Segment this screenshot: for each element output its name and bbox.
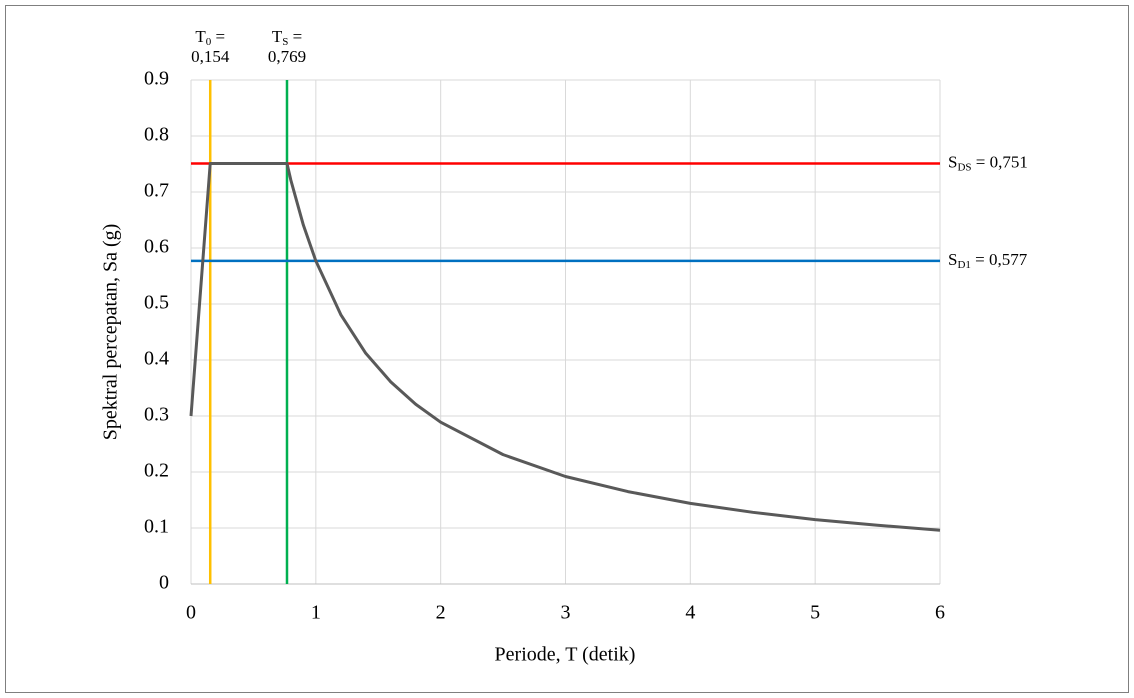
x-tick-label: 5 [810,602,820,624]
reference-label: SD1 = 0,577 [948,250,1028,271]
subscript: 0 [206,36,212,48]
y-tick-label: 0.8 [144,124,169,146]
equals: = [288,27,302,46]
reference-value: 0,154 [191,47,230,66]
x-tick-label: 4 [685,602,695,624]
equals: = [971,250,989,269]
y-tick-label: 0.6 [144,236,169,258]
line-series [189,161,941,532]
reference-value: 0,769 [268,47,306,66]
symbol: T [195,27,206,46]
x-tick-label: 6 [935,602,945,624]
x-tick-label: 1 [311,602,321,624]
symbol: S [948,152,957,171]
symbol: T [272,27,283,46]
equals: = [972,152,990,171]
x-tick-label: 0 [186,602,196,624]
y-tick-label: 0 [159,572,169,594]
x-axis-label: Periode, T (detik) [495,644,636,666]
reference-label: T0 = [195,27,225,48]
y-tick-label: 0.3 [144,404,169,426]
subscript: DS [957,161,971,173]
reference-label: TS = [272,27,302,48]
y-axis-label: Spektral percepatan, Sa (g) [100,224,122,441]
subscript: D1 [957,258,970,270]
y-tick-label: 0.5 [144,292,169,314]
y-tick-label: 0.9 [144,68,169,90]
x-tick-label: 3 [561,602,571,624]
symbol: S [948,250,957,269]
frame [5,5,1129,693]
x-tick-label: 2 [436,602,446,624]
reference-label: SDS = 0,751 [948,152,1028,173]
reference-value: 0,751 [990,152,1028,171]
y-tick-label: 0.7 [144,180,169,202]
y-tick-label: 0.1 [144,516,169,538]
reference-value: 0,577 [989,250,1028,269]
subscript: S [282,36,288,48]
equals: = [211,27,225,46]
y-tick-label: 0.2 [144,460,169,482]
y-tick-label: 0.4 [144,348,169,370]
